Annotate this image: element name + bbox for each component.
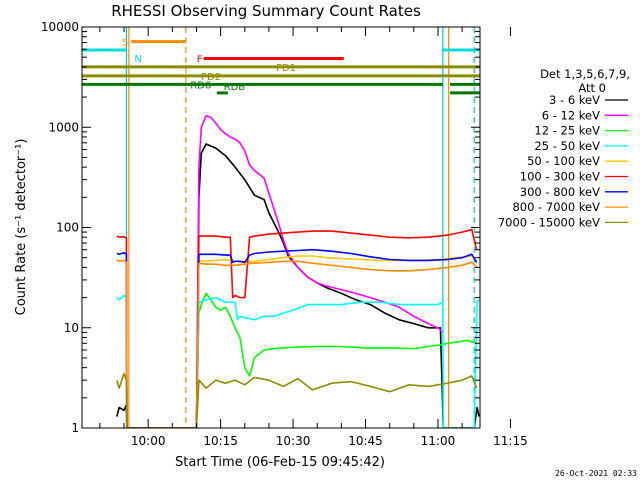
flag-label-s: S <box>122 38 128 49</box>
x-tick-label-2: 10:30 <box>276 434 311 448</box>
flag-label-n: N <box>134 54 141 65</box>
y-tick-label-2: 100 <box>56 221 79 235</box>
legend-header-attenuator: Att 0 <box>578 81 606 95</box>
generated-timestamp: 26-Oct-2021 02:33 <box>555 469 637 478</box>
series-line-5 <box>116 228 478 428</box>
chart-title: RHESSI Observing Summary Count Rates <box>111 2 421 20</box>
flag-label-f: F <box>197 55 203 66</box>
x-tick-label-5: 11:15 <box>493 434 528 448</box>
series-line-1 <box>195 115 444 428</box>
legend-label-1: 6 - 12 keV <box>542 108 600 122</box>
series-line-2 <box>195 292 477 428</box>
y-tick-label-4: 10000 <box>41 20 79 34</box>
legend-header-detectors: Det 1,3,5,6,7,9, <box>540 67 630 81</box>
legend-label-8: 7000 - 15000 keV <box>498 215 600 229</box>
legend-label-3: 25 - 50 keV <box>534 139 600 153</box>
x-tick-label-0: 10:00 <box>131 434 166 448</box>
y-tick-label-1: 10 <box>64 321 79 335</box>
plot-frame <box>81 26 481 429</box>
x-tick-label-1: 10:15 <box>203 434 238 448</box>
series-line-3 <box>116 294 480 428</box>
x-tick-label-4: 11:00 <box>421 434 456 448</box>
legend-label-6: 300 - 800 keV <box>520 185 600 199</box>
plot-area <box>125 27 475 428</box>
flag-label-fd2: FD2 <box>201 72 221 83</box>
y-tick-label-0: 1 <box>71 421 79 435</box>
flag-label-rdb: RDB <box>224 82 246 93</box>
plot-border <box>81 26 481 429</box>
series-line-8 <box>116 372 478 428</box>
legend-label-4: 50 - 100 keV <box>527 154 600 168</box>
y-tick-label-3: 1000 <box>48 120 79 134</box>
legend-label-7: 800 - 7000 keV <box>512 200 600 214</box>
y-axis-label: Count Rate (s⁻¹ detector⁻¹) <box>14 139 29 316</box>
legend-label-2: 12 - 25 keV <box>534 124 600 138</box>
axis-ticks: 10:00 10:15 10:30 10:45 11:00 11:15 1 10 100 1000… <box>41 20 528 448</box>
legend-label-0: 3 - 6 keV <box>549 93 600 107</box>
flag-label-fd1: FD1 <box>276 63 296 74</box>
x-tick-label-3: 10:45 <box>348 434 383 448</box>
flag-label-rd6: RD6 <box>190 80 211 91</box>
legend-label-5: 100 - 300 keV <box>520 170 600 184</box>
series-line-7 <box>116 258 478 428</box>
x-axis-label: Start Time (06-Feb-15 09:45:42) <box>175 455 385 470</box>
series-line-6 <box>116 248 478 428</box>
